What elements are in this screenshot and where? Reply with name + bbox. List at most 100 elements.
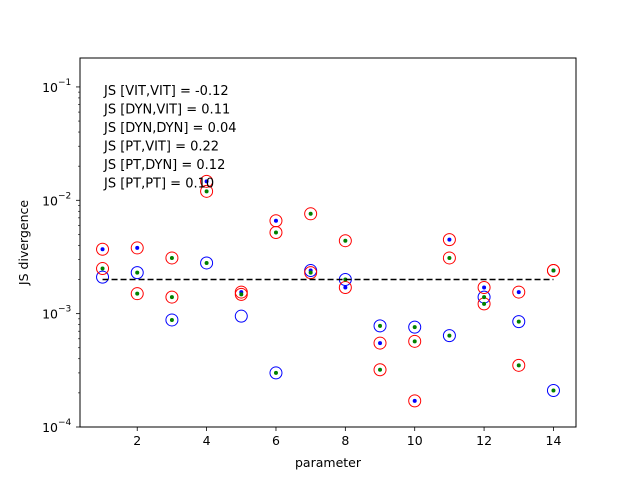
dot-point <box>100 266 105 271</box>
y-tick-exponent: −1 <box>58 78 71 88</box>
open-circle-point <box>546 383 560 397</box>
open-circle-point <box>234 309 248 323</box>
open-circle-point <box>373 319 387 333</box>
open-circle-point <box>546 264 560 278</box>
open-circle-point <box>130 287 144 301</box>
x-tick-label: 8 <box>341 433 349 448</box>
open-circle-point <box>304 266 318 280</box>
open-circle-point <box>512 315 526 329</box>
dot-point <box>343 277 348 282</box>
dot-point <box>169 255 174 260</box>
dot-point <box>135 291 140 296</box>
dot-point <box>516 290 521 295</box>
open-circle-point <box>269 366 283 380</box>
annotation-text: JS [PT,PT] = 0.10 <box>103 177 214 192</box>
open-circle-point <box>96 270 110 284</box>
dot-point <box>378 323 383 328</box>
x-axis-ticks: 2 4 6 8 10 12 14 <box>133 427 561 448</box>
annotation-block: JS [VIT,VIT] = -0.12 JS [DYN,VIT] = 0.11 J… <box>103 84 237 192</box>
y-axis-ticks: 10−410−310−210−1 <box>42 78 80 435</box>
dot-point <box>551 388 556 393</box>
dot-point <box>343 285 348 290</box>
dot-point <box>135 270 140 275</box>
open-circle-point <box>130 241 144 255</box>
dot-point <box>169 295 174 300</box>
dot-point <box>273 370 278 375</box>
dot-point <box>308 270 313 275</box>
dot-point <box>204 179 209 184</box>
open-circle-point <box>96 262 110 276</box>
x-axis-label: parameter <box>295 455 362 470</box>
dot-point <box>516 319 521 324</box>
open-circle-point <box>408 394 422 408</box>
open-circle-point <box>373 336 387 350</box>
dot-point <box>169 317 174 322</box>
y-tick-label: 10 <box>42 80 58 95</box>
annotation-text: JS [PT,DYN] = 0.12 <box>103 158 225 173</box>
dot-point <box>447 333 452 338</box>
open-circle-point <box>269 225 283 239</box>
data-marks <box>96 174 560 408</box>
dot-point <box>378 367 383 372</box>
open-circle-point <box>234 287 248 301</box>
dot-point <box>204 189 209 194</box>
open-circle-point <box>512 358 526 372</box>
dot-point <box>135 245 140 250</box>
x-tick-label: 12 <box>476 433 492 448</box>
annotation-text: JS [DYN,VIT] = 0.11 <box>103 103 230 118</box>
open-circle-point <box>373 363 387 377</box>
open-circle-point <box>304 207 318 221</box>
dot-point <box>308 211 313 216</box>
open-circle-point <box>442 233 456 247</box>
y-tick-label: 10 <box>42 307 58 322</box>
open-circle-point <box>477 281 491 295</box>
annotation-text: JS [PT,VIT] = 0.22 <box>103 140 219 155</box>
open-circle-point <box>96 242 110 256</box>
open-circle-point <box>200 256 214 270</box>
open-circle-point <box>165 290 179 304</box>
dot-point <box>239 292 244 297</box>
dot-point <box>447 255 452 260</box>
open-circle-point <box>338 281 352 295</box>
dot-point <box>412 339 417 344</box>
y-tick-label: 10 <box>42 193 58 208</box>
dot-point <box>100 247 105 252</box>
open-circle-point <box>130 266 144 280</box>
plot-frame <box>79 57 577 428</box>
open-circle-point <box>408 320 422 334</box>
dot-point <box>447 237 452 242</box>
dot-point <box>204 260 209 265</box>
dot-point <box>412 325 417 330</box>
y-axis-label: JS divergence <box>16 200 31 286</box>
dot-point <box>273 230 278 235</box>
dot-point <box>482 301 487 306</box>
open-circle-point <box>165 251 179 265</box>
dot-point <box>412 398 417 403</box>
open-circle-point <box>512 285 526 299</box>
open-circle-point <box>200 174 214 188</box>
y-tick-label: 10 <box>42 420 58 435</box>
dot-point <box>343 238 348 243</box>
dot-point <box>482 285 487 290</box>
open-circle-point <box>442 251 456 265</box>
dot-point <box>378 341 383 346</box>
x-tick-label: 4 <box>203 433 211 448</box>
x-tick-label: 14 <box>546 433 562 448</box>
open-circle-point <box>200 184 214 198</box>
y-tick-exponent: −3 <box>58 305 71 315</box>
open-circle-point <box>338 234 352 248</box>
dot-point <box>516 363 521 368</box>
dot-point <box>273 218 278 223</box>
open-circle-point <box>442 329 456 343</box>
x-tick-label: 10 <box>407 433 423 448</box>
x-tick-label: 2 <box>133 433 141 448</box>
dot-point <box>551 268 556 273</box>
dot-point <box>482 295 487 300</box>
x-tick-label: 6 <box>272 433 280 448</box>
annotation-text: JS [VIT,VIT] = -0.12 <box>103 84 229 99</box>
annotation-text: JS [DYN,DYN] = 0.04 <box>103 121 237 136</box>
y-tick-exponent: −2 <box>58 191 71 201</box>
open-circle-point <box>165 313 179 327</box>
